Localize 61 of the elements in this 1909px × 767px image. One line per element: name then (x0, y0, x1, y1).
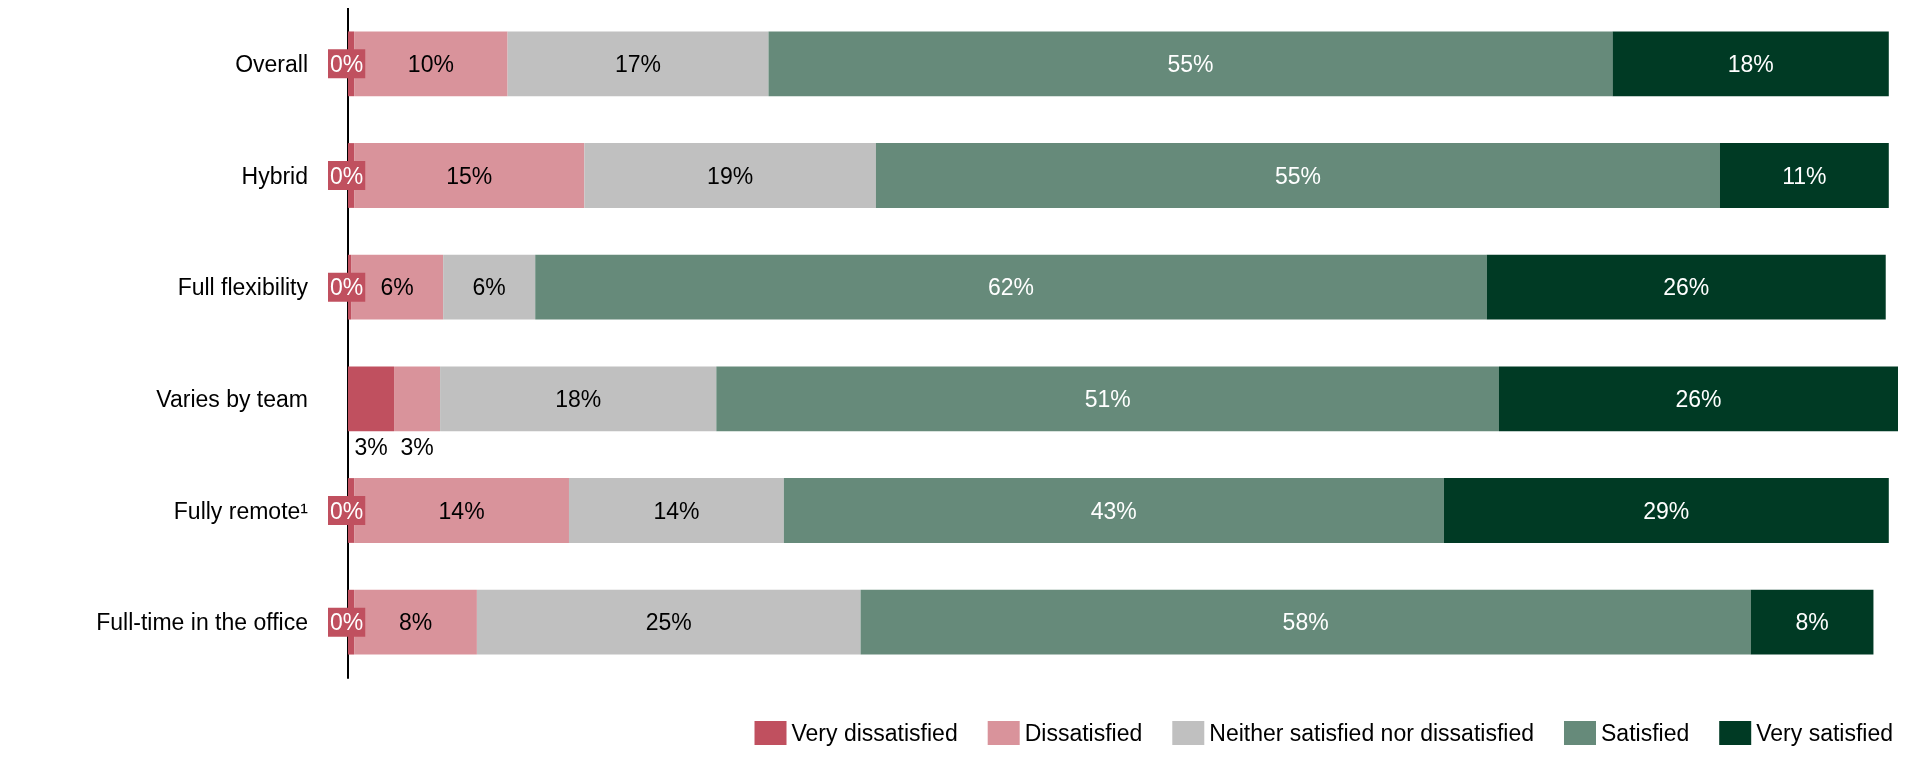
legend-label: Neither satisfied nor dissatisfied (1209, 720, 1535, 746)
data-label: 6% (380, 274, 414, 301)
bar (1486, 254, 1886, 320)
data-label: 55% (1167, 50, 1214, 77)
bar (568, 478, 784, 543)
data-label: 29% (1643, 497, 1690, 524)
bar (443, 254, 536, 320)
y-tick-label: Fully remote¹ (173, 497, 309, 524)
data-label: 26% (1663, 274, 1710, 301)
bar (1443, 478, 1889, 543)
data-label: 3% (354, 433, 388, 460)
y-tick-label: Full flexibility (177, 274, 309, 301)
data-label: 10% (407, 50, 454, 77)
data-label: 3% (400, 433, 434, 460)
data-label: 0% (330, 609, 364, 636)
data-label: 14% (438, 497, 485, 524)
data-label: 26% (1675, 385, 1722, 412)
data-label: 0% (330, 497, 364, 524)
bar (476, 589, 861, 655)
y-tick-label: Full-time in the office (96, 609, 308, 636)
data-label: 11% (1782, 162, 1827, 189)
legend-label: Very satisfied (1756, 720, 1894, 746)
data-label: 0% (330, 274, 364, 301)
data-label: 58% (1282, 609, 1329, 636)
bar (394, 366, 441, 432)
bar (716, 366, 1499, 432)
bar (535, 254, 1487, 320)
data-label: 18% (555, 385, 602, 412)
data-label: 0% (330, 162, 364, 189)
data-label: 14% (653, 497, 700, 524)
bar (440, 366, 717, 432)
data-label: 18% (1727, 50, 1774, 77)
bar (1612, 31, 1889, 97)
legend-label: Satisfied (1601, 720, 1690, 746)
data-label: 62% (987, 274, 1034, 301)
bar (584, 143, 876, 208)
data-label: 17% (615, 50, 662, 77)
data-label: 0% (330, 50, 364, 77)
data-label: 55% (1274, 162, 1321, 189)
data-label: 6% (472, 274, 506, 301)
bar (1719, 143, 1889, 208)
bar (875, 143, 1720, 208)
legend-label: Very dissatisfied (791, 720, 958, 746)
y-tick-label: Hybrid (241, 162, 308, 189)
bar (348, 366, 395, 432)
data-label: 15% (446, 162, 493, 189)
data-label: 8% (1795, 609, 1829, 636)
y-tick-label: Overall (235, 50, 308, 77)
bar (1498, 366, 1898, 432)
bar (783, 478, 1444, 543)
data-label: 43% (1090, 497, 1137, 524)
bar (507, 31, 769, 97)
bar (768, 31, 1613, 97)
bar (860, 589, 1751, 655)
data-label: 51% (1084, 385, 1131, 412)
legend-label: Dissatisfied (1024, 720, 1143, 746)
bar (1750, 589, 1874, 655)
data-label: 19% (707, 162, 754, 189)
y-tick-label: Varies by team (156, 385, 308, 412)
data-label: 8% (398, 609, 433, 636)
data-label: 25% (645, 609, 692, 636)
